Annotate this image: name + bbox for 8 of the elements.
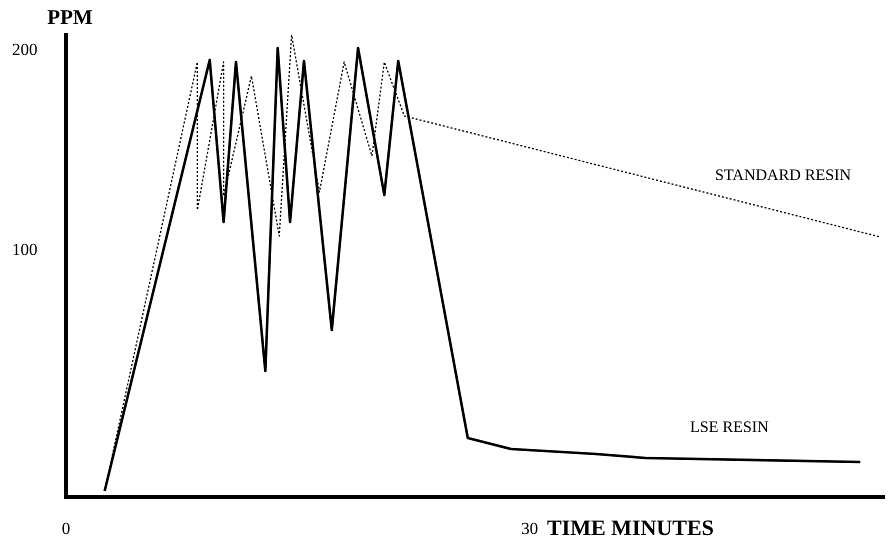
x-tick-label: 0 bbox=[62, 519, 70, 538]
y-tick-label: 200 bbox=[12, 40, 38, 59]
y-tick-label: 100 bbox=[12, 240, 38, 259]
x-axis-title: TIME MINUTES bbox=[547, 515, 714, 540]
y-axis-title: PPM bbox=[47, 5, 93, 29]
x-tick-label: 30 bbox=[521, 519, 538, 538]
series-label: LSE RESIN bbox=[690, 419, 770, 436]
series-label: STANDARD RESIN bbox=[715, 167, 852, 184]
